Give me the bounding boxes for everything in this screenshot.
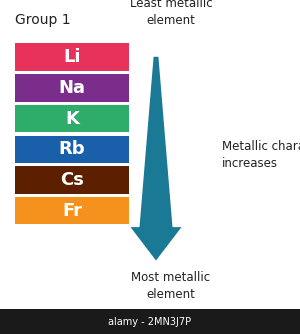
Text: Least metallic
element: Least metallic element (130, 0, 212, 27)
Text: alamy - 2MN3J7P: alamy - 2MN3J7P (108, 317, 192, 327)
FancyBboxPatch shape (15, 166, 129, 194)
FancyBboxPatch shape (0, 309, 300, 334)
Text: Group 1: Group 1 (15, 13, 70, 27)
FancyBboxPatch shape (15, 74, 129, 102)
Text: Rb: Rb (59, 140, 85, 158)
Text: Fr: Fr (62, 202, 82, 220)
FancyBboxPatch shape (15, 105, 129, 132)
Text: Most metallic
element: Most metallic element (131, 271, 211, 301)
Polygon shape (130, 57, 182, 261)
Text: Na: Na (58, 79, 85, 97)
Text: Cs: Cs (60, 171, 84, 189)
Text: K: K (65, 110, 79, 128)
FancyBboxPatch shape (15, 43, 129, 71)
FancyBboxPatch shape (15, 136, 129, 163)
FancyBboxPatch shape (15, 197, 129, 224)
Text: Li: Li (63, 48, 81, 66)
Text: Metallic character
increases: Metallic character increases (222, 140, 300, 170)
